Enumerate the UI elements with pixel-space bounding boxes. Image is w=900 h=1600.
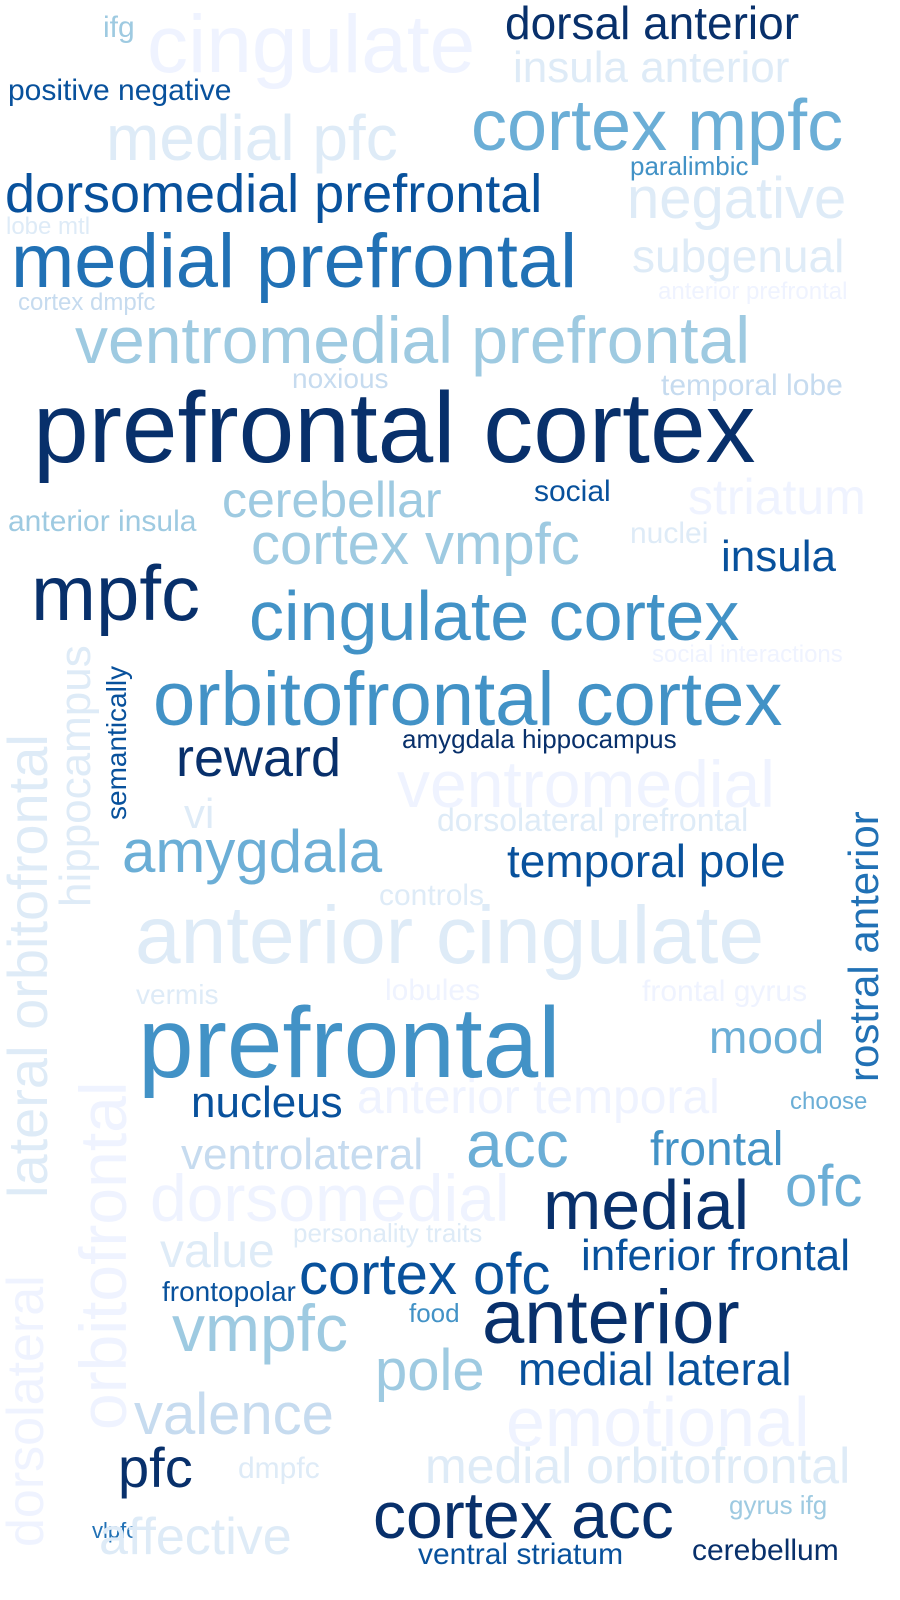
word-vlpfc: vlpfc bbox=[92, 1518, 138, 1543]
word-ventromedial-prefrontal: ventromedial prefrontal bbox=[75, 303, 751, 377]
word-ventromedial: ventromedial bbox=[397, 747, 775, 821]
word-mpfc: mpfc bbox=[31, 549, 201, 637]
word-cortex-vmpfc: cortex vmpfc bbox=[251, 512, 580, 577]
word-dorsolateral: dorsolateral bbox=[0, 1275, 55, 1547]
word-prefrontal: prefrontal bbox=[138, 987, 561, 1099]
word-frontal-gyrus: frontal gyrus bbox=[642, 975, 808, 1008]
word-temporal-lobe: temporal lobe bbox=[661, 369, 843, 402]
word-acc: acc bbox=[466, 1107, 569, 1181]
word-pfc: pfc bbox=[118, 1436, 193, 1499]
word-noxious: noxious bbox=[292, 363, 389, 394]
word-orbitofrontal-cortex: orbitofrontal cortex bbox=[153, 657, 783, 742]
word-lobe-mtl: lobe mtl bbox=[6, 213, 91, 240]
word-anterior-prefrontal: anterior prefrontal bbox=[658, 278, 848, 305]
word-cortex-mpfc: cortex mpfc bbox=[471, 86, 844, 166]
word-lobules: lobules bbox=[385, 974, 481, 1007]
word-pole: pole bbox=[375, 1338, 485, 1403]
word-semantically: semantically bbox=[101, 665, 132, 820]
word-affective: affective bbox=[99, 1508, 292, 1566]
word-medial: medial bbox=[543, 1166, 750, 1244]
word-inferior-frontal: inferior frontal bbox=[581, 1231, 851, 1280]
word-subgenual: subgenual bbox=[632, 230, 845, 282]
word-social: social bbox=[534, 475, 611, 508]
word-anterior: anterior bbox=[482, 1275, 740, 1360]
word-temporal-pole: temporal pole bbox=[507, 835, 786, 887]
word-insula: insula bbox=[721, 532, 836, 581]
word-nuclei: nuclei bbox=[630, 517, 709, 550]
word-dorsal-anterior: dorsal anterior bbox=[505, 0, 800, 49]
word-cerebellar: cerebellar bbox=[222, 472, 442, 528]
word-mood: mood bbox=[709, 1011, 825, 1063]
word-medial-pfc: medial pfc bbox=[106, 102, 398, 174]
word-dorsolateral-prefrontal: dorsolateral prefrontal bbox=[437, 802, 749, 838]
word-frontopolar: frontopolar bbox=[162, 1276, 296, 1307]
word-anterior-temporal: anterior temporal bbox=[357, 1071, 720, 1124]
word-medial-lateral: medial lateral bbox=[518, 1343, 792, 1395]
word-amygdala: amygdala bbox=[122, 818, 383, 885]
word-cortex-dmpfc: cortex dmpfc bbox=[18, 289, 156, 316]
word-emotional: emotional bbox=[506, 1383, 810, 1461]
word-ifg: ifg bbox=[103, 11, 135, 44]
word-prefrontal-cortex: prefrontal cortex bbox=[33, 372, 756, 484]
word-value: value bbox=[160, 1225, 275, 1278]
word-vermis: vermis bbox=[136, 979, 219, 1010]
word-cortex-acc: cortex acc bbox=[373, 1478, 674, 1552]
word-negative: negative bbox=[627, 166, 847, 231]
word-choose: choose bbox=[790, 1088, 868, 1115]
word-cingulate: cingulate bbox=[147, 0, 476, 90]
word-paralimbic: paralimbic bbox=[630, 151, 749, 181]
word-anterior-cingulate: anterior cingulate bbox=[135, 890, 765, 981]
word-dorsomedial-prefrontal: dorsomedial prefrontal bbox=[5, 164, 543, 224]
word-social-interactions: social interactions bbox=[652, 641, 843, 668]
word-reward: reward bbox=[176, 728, 342, 788]
word-rostral-anterior: rostral anterior bbox=[840, 811, 887, 1082]
word-striatum: striatum bbox=[688, 469, 866, 525]
word-ventrolateral: ventrolateral bbox=[181, 1130, 424, 1179]
word-dmpfc: dmpfc bbox=[238, 1452, 320, 1485]
word-nucleus: nucleus bbox=[191, 1078, 343, 1127]
word-amygdala-hippocampus: amygdala hippocampus bbox=[402, 724, 677, 754]
word-vmpfc: vmpfc bbox=[172, 1291, 349, 1365]
word-ventral-striatum: ventral striatum bbox=[418, 1538, 624, 1571]
word-food: food bbox=[409, 1298, 460, 1328]
word-vi: vi bbox=[184, 790, 215, 837]
word-medial-prefrontal: medial prefrontal bbox=[11, 219, 578, 304]
word-controls: controls bbox=[379, 879, 485, 912]
word-valence: valence bbox=[134, 1382, 334, 1447]
word-insula-anterior: insula anterior bbox=[513, 43, 790, 92]
word-cortex-ofc: cortex ofc bbox=[299, 1242, 551, 1307]
word-cingulate-cortex: cingulate cortex bbox=[249, 577, 740, 655]
word-ofc: ofc bbox=[785, 1154, 863, 1219]
word-gyrus-ifg: gyrus ifg bbox=[729, 1490, 828, 1520]
word-positive-negative: positive negative bbox=[8, 74, 232, 107]
word-frontal: frontal bbox=[650, 1123, 784, 1176]
word-anterior-insula: anterior insula bbox=[8, 505, 197, 538]
word-cerebellum: cerebellum bbox=[692, 1534, 839, 1567]
word-lateral-orbitofrontal: lateral orbitofrontal bbox=[0, 734, 59, 1198]
word-orbitofrontal: orbitofrontal bbox=[66, 1081, 140, 1430]
word-hippocampus: hippocampus bbox=[51, 645, 100, 907]
word-dorsomedial: dorsomedial bbox=[150, 1161, 510, 1235]
word-medial-orbitofrontal: medial orbitofrontal bbox=[425, 1438, 851, 1494]
word-personality-traits: personality traits bbox=[293, 1218, 483, 1248]
